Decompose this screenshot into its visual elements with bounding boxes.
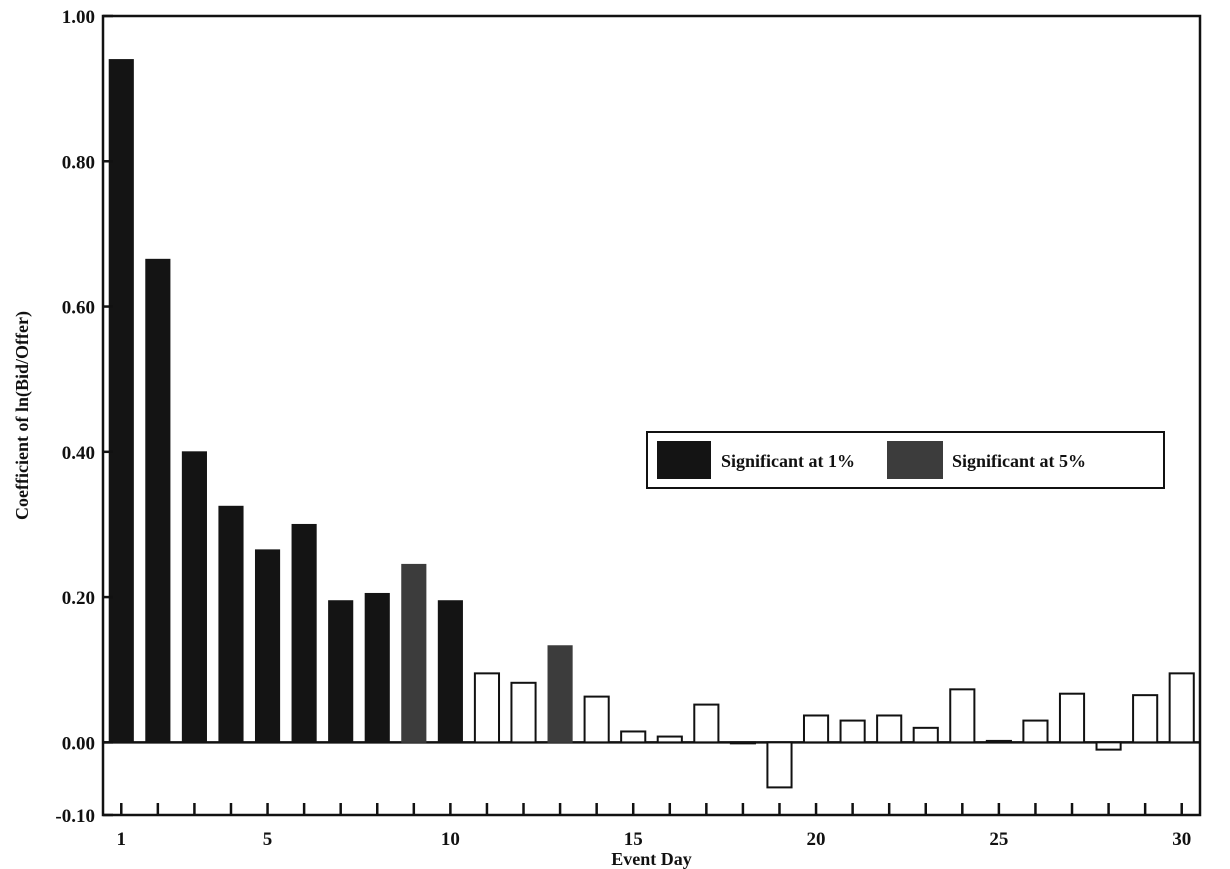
bar-day-13 xyxy=(547,645,573,743)
bar-day-22 xyxy=(876,714,903,744)
bar-day-1 xyxy=(108,59,134,743)
bar-day-2 xyxy=(145,258,171,743)
bar-day-15 xyxy=(620,730,647,744)
bar-day-10 xyxy=(437,600,463,743)
bars-group xyxy=(108,59,1195,789)
x-tick-label: 1 xyxy=(117,829,127,850)
x-tick-label: 20 xyxy=(807,829,826,850)
bar-day-4 xyxy=(218,505,244,743)
x-tick-label: 15 xyxy=(624,829,643,850)
y-tick-label: 0.40 xyxy=(62,443,95,464)
bar-day-14 xyxy=(583,695,610,744)
bar-day-17 xyxy=(693,703,720,744)
x-axis-title: Event Day xyxy=(611,849,692,869)
legend-label-sig5: Significant at 5% xyxy=(952,451,1086,471)
bar-day-21 xyxy=(839,719,866,744)
bar-day-25 xyxy=(985,739,1012,744)
legend: Significant at 1% Significant at 5% xyxy=(646,431,1165,489)
y-tick-label: 0.80 xyxy=(62,152,95,173)
y-tick-label: 1.00 xyxy=(62,7,95,28)
y-axis-ticks: -0.10 0.00 0.20 0.40 0.60 0.80 1.00 xyxy=(55,7,113,827)
x-tick-label: 30 xyxy=(1172,829,1191,850)
bar-day-26 xyxy=(1022,719,1049,744)
x-axis-ticks: 1 5 10 15 20 25 30 xyxy=(117,803,1191,850)
bar-day-24 xyxy=(949,688,976,744)
x-tick-label: 5 xyxy=(263,829,273,850)
bar-day-30 xyxy=(1168,672,1195,744)
bar-day-16 xyxy=(656,735,683,744)
bar-day-6 xyxy=(291,523,317,743)
plot-area: 1 5 10 15 20 25 30 -0.100.000.200.400.600.801.… xyxy=(55,7,1202,850)
bar-day-27 xyxy=(1058,692,1086,744)
bar-day-28 xyxy=(1095,741,1122,751)
bar-day-19 xyxy=(766,741,793,789)
bar-day-11 xyxy=(473,672,501,744)
y-axis-title: Coefficient of ln(Bid/Offer) xyxy=(12,311,33,520)
y-tick-label: 0.60 xyxy=(62,298,95,319)
y-tick-label: 0.00 xyxy=(62,733,95,754)
bar-day-18 xyxy=(729,741,756,745)
x-tick-label: 10 xyxy=(441,829,460,850)
bar-day-20 xyxy=(802,714,830,744)
legend-swatch-sig1 xyxy=(657,441,711,479)
bar-day-7 xyxy=(328,600,354,743)
bar-day-8 xyxy=(364,592,390,743)
x-tick-label: 25 xyxy=(989,829,1008,850)
bar-day-12 xyxy=(510,681,537,744)
bar-day-5 xyxy=(254,549,281,743)
legend-label-sig1: Significant at 1% xyxy=(721,451,855,471)
bar-day-23 xyxy=(912,726,939,744)
y-tick-label: -0.10 xyxy=(55,806,95,827)
plot-frame xyxy=(101,14,1202,817)
legend-swatch-sig5 xyxy=(887,441,943,479)
y-tick-label: 0.20 xyxy=(62,588,95,609)
bar-day-29 xyxy=(1132,694,1159,744)
bar-day-3 xyxy=(181,451,207,743)
bar-day-9 xyxy=(401,563,427,743)
